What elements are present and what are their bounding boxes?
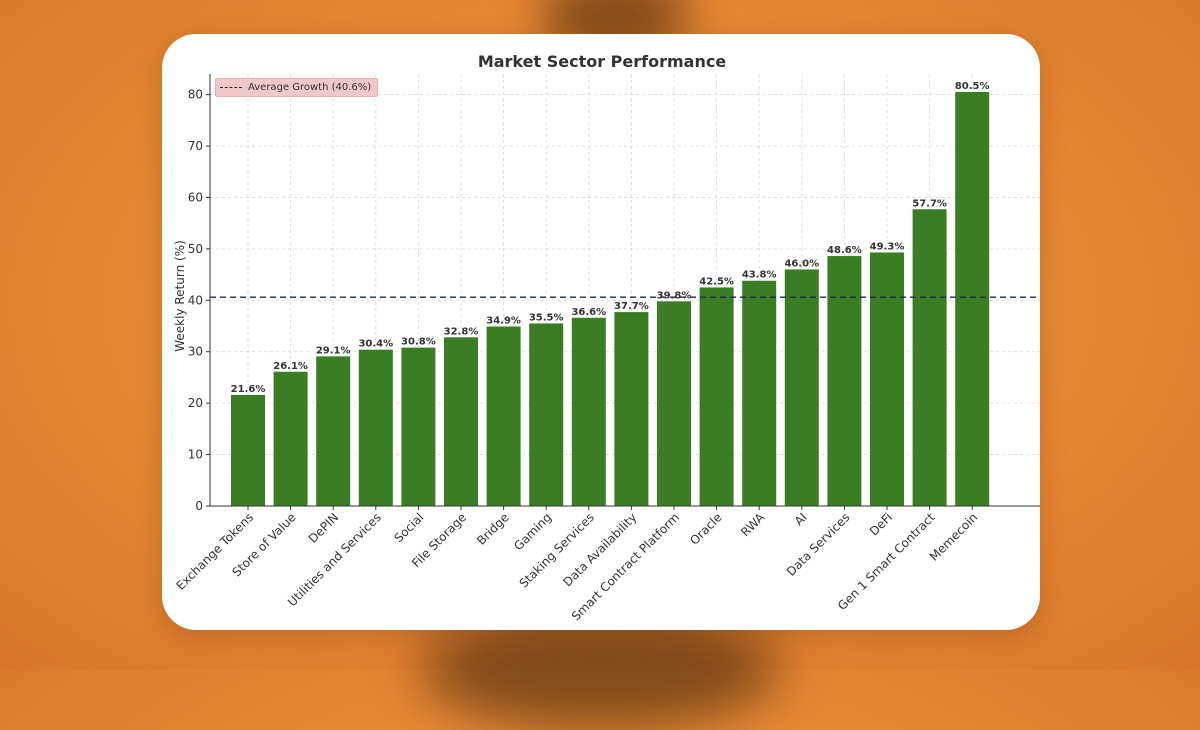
x-tick-label: Data Availability (560, 510, 639, 589)
legend-label: Average Growth (40.6%) (248, 82, 372, 93)
bar-value-label: 30.4% (358, 339, 393, 350)
x-tick-label: DeFi (867, 510, 895, 538)
bar-value-label: 37.7% (614, 301, 649, 312)
bar-gen-1-smart-contract (912, 209, 947, 506)
chart-legend: Average Growth (40.6%) (215, 78, 379, 97)
bar-file-storage (444, 337, 478, 506)
bar-value-label: 46.0% (784, 258, 819, 269)
bar-rwa (742, 280, 777, 506)
bar-ai (784, 269, 819, 506)
y-tick-label: 60 (188, 190, 203, 204)
bar-defi (870, 252, 904, 506)
x-tick-label: Social (391, 510, 426, 545)
bar-value-label: 39.8% (657, 290, 692, 301)
y-tick-label: 10 (188, 448, 203, 462)
bar-store-of-value (273, 371, 308, 506)
x-tick-label: Staking Services (517, 510, 597, 590)
y-axis-label: Weekly Return (%) (173, 240, 187, 352)
bar-value-label: 29.1% (316, 345, 351, 356)
bar-social (401, 347, 436, 506)
bar-value-label: 34.9% (486, 316, 521, 327)
y-tick-label: 80 (188, 88, 203, 102)
x-tick-label: Gaming (511, 510, 554, 553)
y-tick-label: 0 (195, 499, 203, 513)
bar-smart-contract-platform (657, 301, 691, 506)
bar-value-label: 32.8% (444, 326, 479, 337)
bar-staking-services (571, 317, 606, 506)
chart-card: 0 10 20 30 40 50 60 70 80 Exchange Tokens Store of… (162, 34, 1040, 630)
bar-oracle (699, 287, 734, 506)
y-tick-label: 30 (188, 345, 203, 359)
bar-value-label: 57.7% (912, 198, 947, 209)
x-tick-label: Bridge (474, 510, 512, 548)
bar-data-services (827, 256, 862, 506)
x-tick-label: RWA (738, 510, 768, 540)
bar-value-label: 43.8% (742, 270, 777, 281)
bar-value-label: 49.3% (870, 241, 905, 252)
y-tick-label: 70 (188, 139, 203, 153)
y-tick-label: 50 (188, 242, 203, 256)
bar-value-label: 26.1% (273, 361, 308, 372)
chart-title: Market Sector Performance (478, 52, 727, 71)
bar-value-label: 80.5% (955, 81, 990, 92)
x-tick-label: DePIN (306, 510, 342, 546)
bar-value-label: 36.6% (571, 307, 606, 318)
bar-value-label: 48.6% (827, 245, 862, 256)
bar-value-label: 21.6% (231, 384, 266, 395)
bar-value-label: 30.8% (401, 337, 436, 348)
x-tick-label: AI (792, 510, 810, 528)
bar-gaming (529, 323, 564, 506)
y-tick-label: 20 (188, 396, 203, 410)
bar-value-label: 42.5% (699, 276, 734, 287)
bar-memecoin (955, 92, 990, 506)
x-tick-label: Oracle (687, 510, 725, 548)
bar-bridge (486, 326, 521, 506)
x-tick-label: Exchange Tokens (174, 510, 257, 593)
bar-value-label: 35.5% (529, 312, 564, 323)
legend-dashed-line-icon (220, 87, 242, 88)
bar-data-availability (614, 312, 649, 506)
y-tick-label: 40 (188, 293, 203, 307)
bar-exchange-tokens (231, 394, 265, 506)
bar-utilities-and-services (358, 349, 393, 506)
bar-depin (316, 356, 351, 506)
